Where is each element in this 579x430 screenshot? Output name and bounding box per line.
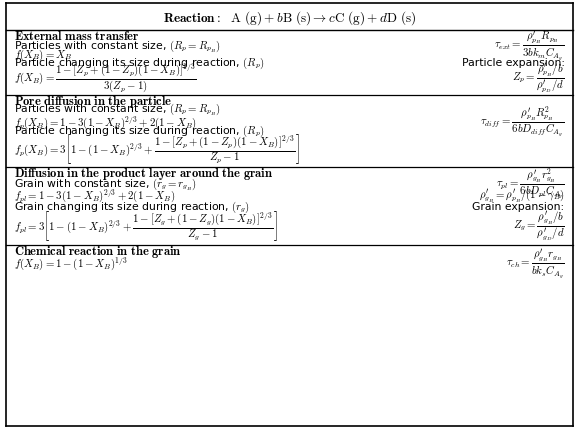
Text: $f(X_B) = X_B$: $f(X_B) = X_B$ [14,47,72,63]
Text: Particles with constant size, $(R_p = R_{p_B})$: Particles with constant size, $(R_p = R_… [14,101,221,117]
Text: Grain with constant size, $(r_g = r_{g_B})$: Grain with constant size, $(r_g = r_{g_B… [14,176,197,192]
Text: $\tau_{ext} = \dfrac{\rho^{\prime}_{p_B} R_{p_B}}{3bk_m C_{A_g}}$: $\tau_{ext} = \dfrac{\rho^{\prime}_{p_B}… [494,29,565,63]
Text: Particle expansion:: Particle expansion: [461,58,565,68]
Text: $f_p(X_B) = 1 - 3(1-X_B)^{2/3} + 2(1-X_B)$: $f_p(X_B) = 1 - 3(1-X_B)^{2/3} + 2(1-X_B… [14,114,197,130]
Text: Grain expansion:: Grain expansion: [472,201,565,212]
Text: Particle changing its size during reaction, $(R_p)$: Particle changing its size during reacti… [14,55,265,71]
Text: $\mathbf{Reaction:}$  $\mathrm{A\ (g)} + b\mathrm{B\ (s)} \rightarrow c\mathrm{C: $\mathbf{Reaction:}$ $\mathrm{A\ (g)} + … [163,9,416,28]
Text: $\bf{Chemical\ reaction\ in\ the\ grain}$: $\bf{Chemical\ reaction\ in\ the\ grain}… [14,243,182,259]
Text: $Z_p = \dfrac{\rho^{\prime}_{p_B}/b}{\rho^{\prime}_{p_D}/d}$: $Z_p = \dfrac{\rho^{\prime}_{p_B}/b}{\rh… [512,61,565,95]
Text: $\bf{Pore\ diffusion\ in\ the\ particle}$: $\bf{Pore\ diffusion\ in\ the\ particle}… [14,93,173,110]
Text: Grain changing its size during reaction, $(r_g)$: Grain changing its size during reaction,… [14,199,251,214]
Text: $\rho^{\prime}_{g_B} = \rho^{\prime}_{p_B}/(1-\gamma_B)$: $\rho^{\prime}_{g_B} = \rho^{\prime}_{p_… [479,187,565,204]
Text: Particle changing its size during reaction, $(R_p)$: Particle changing its size during reacti… [14,123,265,139]
Text: $\tau_{diff} = \dfrac{\rho^{\prime}_{p_B} R^2_{p_B}}{6bD_{diff}C_{A_g}}$: $\tau_{diff} = \dfrac{\rho^{\prime}_{p_B… [480,104,565,140]
Text: $f_{pl} = 1 - 3(1-X_B)^{2/3} + 2(1-X_B)$: $f_{pl} = 1 - 3(1-X_B)^{2/3} + 2(1-X_B)$ [14,187,176,203]
Text: $Z_g = \dfrac{\rho^{\prime}_{g_B}/b}{\rho^{\prime}_{g_D}/d}$: $Z_g = \dfrac{\rho^{\prime}_{g_B}/b}{\rh… [513,209,565,242]
Text: $\bf{External\ mass\ transfer}$: $\bf{External\ mass\ transfer}$ [14,30,140,43]
Text: $f_p(X_B) = 3\left[1-(1-X_B)^{2/3} + \dfrac{1-[Z_p+(1-Z_p)(1-X_B)]^{2/3}}{Z_p-1}: $f_p(X_B) = 3\left[1-(1-X_B)^{2/3} + \df… [14,132,300,166]
Text: $f_{pl} = 3\left[1-(1-X_B)^{2/3} + \dfrac{1-[Z_g+(1-Z_g)(1-X_B)]^{2/3}}{Z_g-1}\r: $f_{pl} = 3\left[1-(1-X_B)^{2/3} + \dfra… [14,209,278,242]
Text: $\bf{Diffusion\ in\ the\ product\ layer\ around\ the\ grain}$: $\bf{Diffusion\ in\ the\ product\ layer\… [14,166,274,182]
Text: $f(X_B) = 1-(1-X_B)^{1/3}$: $f(X_B) = 1-(1-X_B)^{1/3}$ [14,255,129,271]
Text: $\tau_{pl} = \dfrac{\rho^{\prime}_{g_B} r^2_{g_B}}{6bD_{pl}C_{A_g}}$: $\tau_{pl} = \dfrac{\rho^{\prime}_{g_B} … [496,166,565,202]
Text: Particles with constant size, $(R_p = R_{p_B})$: Particles with constant size, $(R_p = R_… [14,38,221,54]
Text: $f(X_B) = \dfrac{1-[Z_p+(1-Z_p)(1-X_B)]^{1/3}}{3(Z_p-1)}$: $f(X_B) = \dfrac{1-[Z_p+(1-Z_p)(1-X_B)]^… [14,62,197,95]
Text: $\tau_{ch} = \dfrac{\rho^{\prime}_{g_B} r_{g_B}}{bk_s C_{A_g}}$: $\tau_{ch} = \dfrac{\rho^{\prime}_{g_B} … [505,246,565,280]
